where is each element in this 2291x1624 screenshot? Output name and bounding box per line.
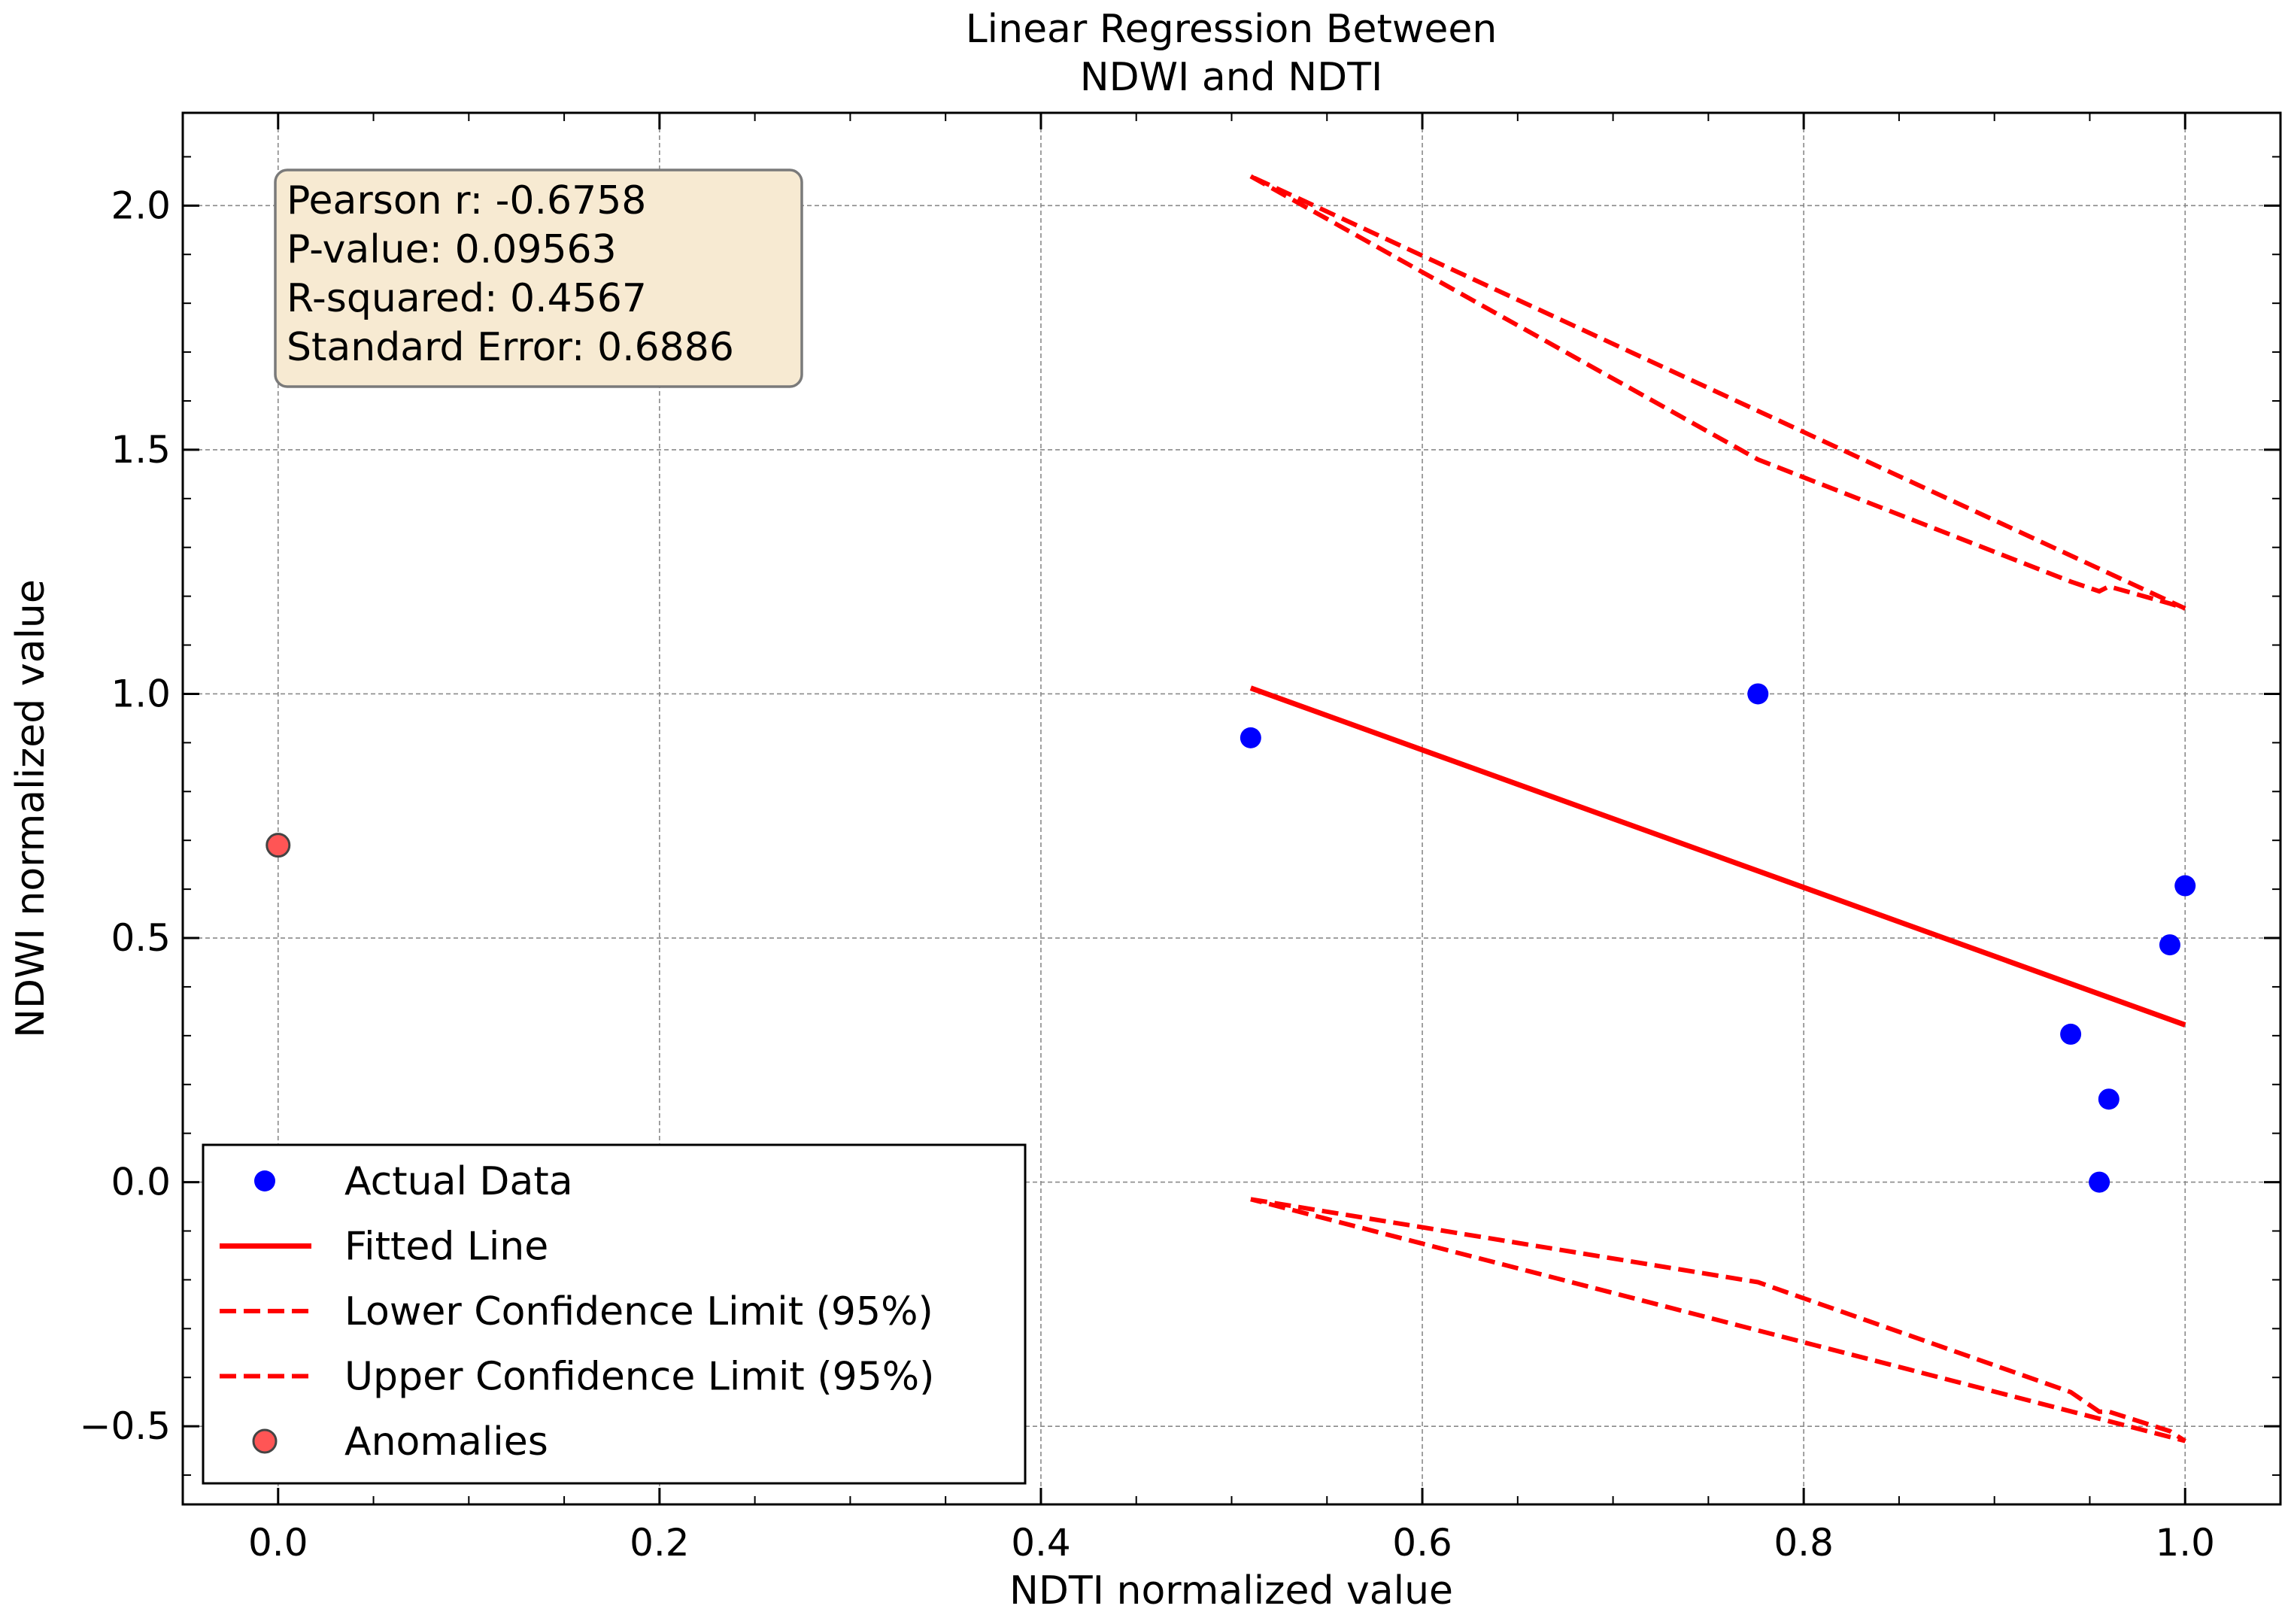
x-tick-label: 0.2 [630, 1521, 690, 1565]
upper-confidence-line [1249, 174, 2186, 611]
legend-item-anomalies: Anomalies [344, 1419, 548, 1465]
stats-line: R-squared: 0.4567 [287, 276, 647, 321]
legend-item-actual-data: Actual Data [344, 1159, 573, 1204]
y-tick-label: 0.0 [111, 1161, 171, 1204]
actual-data-point [2089, 1171, 2110, 1193]
anomaly-point [266, 833, 291, 858]
legend-item-lower-confidence: Lower Confidence Limit (95%) [344, 1289, 933, 1334]
fitted-line [1249, 685, 2186, 1028]
legend: Actual Data Fitted Line Lower Confidence L… [202, 1143, 1027, 1485]
actual-data-point [2174, 875, 2196, 897]
axes-frame [181, 111, 2282, 1506]
y-tick-label: 1.5 [111, 428, 171, 472]
actual-data-point [2098, 1088, 2120, 1110]
legend-marker-actual-data [254, 1170, 275, 1191]
x-tick-label: 1.0 [2155, 1521, 2215, 1565]
x-tick-label: 0.4 [1011, 1521, 1071, 1565]
x-tick-label: 0.6 [1392, 1521, 1452, 1565]
legend-box [202, 1143, 1027, 1485]
legend-marker-anomalies [252, 1428, 278, 1454]
chart-title-line-1: Linear Regression Between [966, 7, 1497, 52]
data-series [266, 174, 2196, 1443]
stats-line: P-value: 0.09563 [287, 227, 617, 272]
x-tick-label: 0.0 [248, 1521, 308, 1565]
y-tick-label: 2.0 [111, 184, 171, 227]
y-tick-label: 0.5 [111, 916, 171, 960]
stats-line: Pearson r: -0.6758 [287, 178, 646, 223]
actual-data-point [2060, 1023, 2082, 1045]
legend-item-upper-confidence: Upper Confidence Limit (95%) [344, 1355, 934, 1400]
lower-confidence-line [1250, 1197, 2186, 1443]
stats-line: Standard Error: 0.6886 [287, 325, 734, 370]
y-axis-label: NDWI normalized value [8, 579, 53, 1038]
x-tick-label: 0.8 [1774, 1521, 1834, 1565]
x-axis-label: NDTI normalized value [1009, 1568, 1453, 1613]
y-tick-label: 1.0 [111, 672, 171, 715]
chart-title-line-2: NDWI and NDTI [1080, 55, 1383, 100]
y-tick-label: −0.5 [80, 1404, 171, 1448]
actual-data-point [2159, 934, 2180, 956]
actual-data-point [1240, 727, 1261, 748]
actual-data-point [1747, 683, 1769, 705]
chart-text: 0.0 0.2 0.4 0.6 0.8 1.0 −0.5 0.0 0.5 1.0 1.5 2.0 Lin… [8, 7, 2215, 1613]
stats-box-background [274, 168, 803, 388]
legend-item-fitted-line: Fitted Line [344, 1225, 548, 1270]
